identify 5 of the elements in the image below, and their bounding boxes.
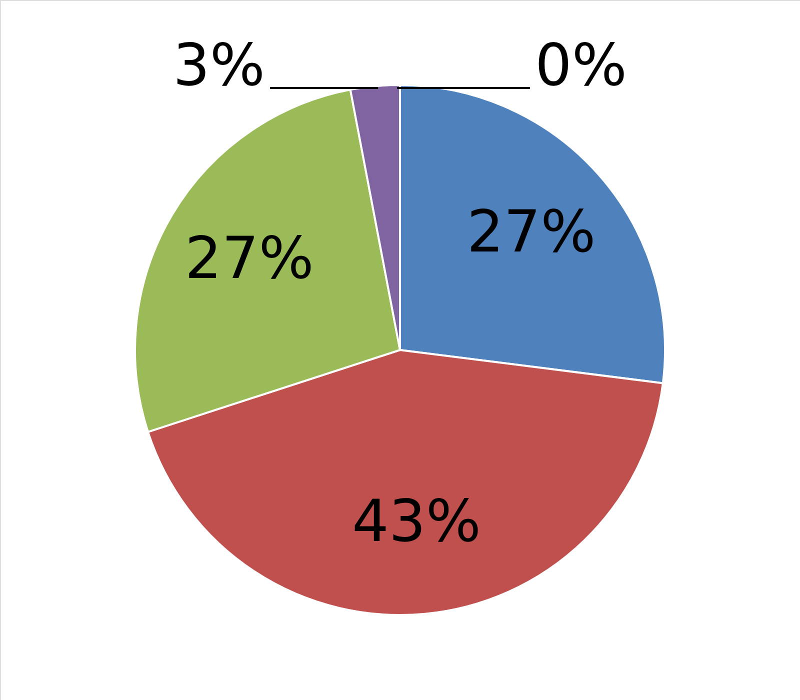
data-label: 3%: [172, 31, 265, 99]
data-label: 27%: [466, 197, 596, 266]
data-label: 27%: [184, 224, 314, 292]
data-label: 43%: [352, 487, 481, 556]
text: 0%: [535, 31, 628, 99]
